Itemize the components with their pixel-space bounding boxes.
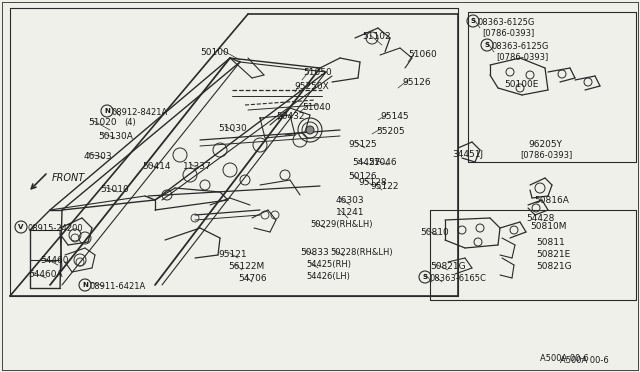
Text: 54706: 54706 [238, 274, 267, 283]
Text: 95126: 95126 [402, 78, 431, 87]
Text: 55205: 55205 [376, 127, 404, 136]
Text: A500A 00-6: A500A 00-6 [540, 354, 589, 363]
Text: 50130A: 50130A [98, 132, 133, 141]
Text: 50810: 50810 [420, 228, 449, 237]
Text: 54427: 54427 [352, 158, 380, 167]
Text: 51050: 51050 [303, 68, 332, 77]
Text: 50816A: 50816A [534, 196, 569, 205]
Text: 95128: 95128 [358, 178, 387, 187]
Text: [0786-0393]: [0786-0393] [482, 28, 534, 37]
Text: S: S [422, 274, 428, 280]
Text: 95121: 95121 [218, 250, 246, 259]
Text: 50821E: 50821E [536, 250, 570, 259]
Text: 54460A: 54460A [28, 270, 63, 279]
Text: S: S [484, 42, 490, 48]
Text: 11241: 11241 [336, 208, 365, 217]
Text: 96205Y: 96205Y [528, 140, 562, 149]
Text: 51060: 51060 [408, 50, 436, 59]
Text: FRONT: FRONT [52, 173, 85, 183]
Text: 08363-6125G: 08363-6125G [478, 18, 536, 27]
Text: 50229(RH&LH): 50229(RH&LH) [310, 220, 372, 229]
Text: 50100: 50100 [200, 48, 228, 57]
Text: 95250X: 95250X [294, 82, 329, 91]
Text: [0786-0393]: [0786-0393] [520, 150, 572, 159]
Text: N: N [82, 282, 88, 288]
Text: 11337: 11337 [183, 162, 212, 171]
Text: 34451J: 34451J [452, 150, 483, 159]
Text: 50228(RH&LH): 50228(RH&LH) [330, 248, 392, 257]
Text: 95122: 95122 [370, 182, 399, 191]
Text: 50414: 50414 [142, 162, 170, 171]
Text: 51010: 51010 [100, 185, 129, 194]
Text: 54426(LH): 54426(LH) [306, 272, 350, 281]
Text: 46303: 46303 [84, 152, 113, 161]
Text: 08911-6421A: 08911-6421A [90, 282, 147, 291]
Text: 50126: 50126 [348, 172, 376, 181]
Text: 95145: 95145 [380, 112, 408, 121]
Text: 51020: 51020 [88, 118, 116, 127]
Text: 51040: 51040 [302, 103, 331, 112]
Text: 46303: 46303 [336, 196, 365, 205]
Text: [0786-0393]: [0786-0393] [496, 52, 548, 61]
Text: 08915-24200: 08915-24200 [28, 224, 84, 233]
Text: N: N [104, 108, 110, 114]
Text: 50833: 50833 [300, 248, 329, 257]
Text: 08363-6125G: 08363-6125G [492, 42, 549, 51]
Text: 56122M: 56122M [228, 262, 264, 271]
Text: 50821G: 50821G [430, 262, 466, 271]
Text: V: V [19, 224, 24, 230]
Text: 54425(RH): 54425(RH) [306, 260, 351, 269]
Text: 50821G: 50821G [536, 262, 572, 271]
Text: 08363-6165C: 08363-6165C [430, 274, 487, 283]
Text: 51030: 51030 [218, 124, 247, 133]
Text: (4): (4) [124, 118, 136, 127]
Text: 95125: 95125 [348, 140, 376, 149]
Text: 50432: 50432 [276, 112, 305, 121]
Text: 50810M: 50810M [530, 222, 566, 231]
Text: 51102: 51102 [362, 32, 390, 41]
Text: 51046: 51046 [368, 158, 397, 167]
Text: A500A 00-6: A500A 00-6 [560, 356, 609, 365]
Circle shape [306, 126, 314, 134]
Text: S: S [470, 18, 476, 24]
Text: 50811: 50811 [536, 238, 564, 247]
Text: 54428: 54428 [526, 214, 554, 223]
Text: 54460: 54460 [40, 256, 68, 265]
Text: 08912-8421A: 08912-8421A [111, 108, 167, 117]
Text: 50100E: 50100E [504, 80, 538, 89]
